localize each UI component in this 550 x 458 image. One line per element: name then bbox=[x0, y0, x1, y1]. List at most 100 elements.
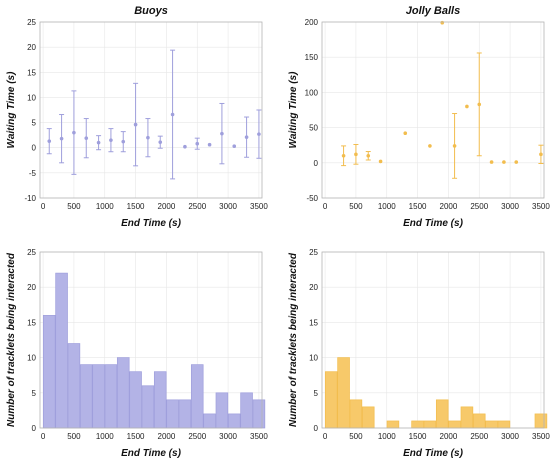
data-point bbox=[232, 144, 237, 149]
data-point bbox=[539, 152, 543, 157]
data-point bbox=[59, 136, 64, 141]
x-tick-label: 500 bbox=[67, 202, 81, 211]
y-tick-label: 25 bbox=[27, 248, 36, 257]
bar bbox=[349, 399, 363, 429]
x-tick-label: 2000 bbox=[158, 202, 176, 211]
bar bbox=[485, 420, 498, 429]
y-tick-label: 5 bbox=[32, 119, 37, 128]
bar bbox=[166, 399, 179, 429]
data-point bbox=[121, 139, 126, 144]
y-tick-label: 15 bbox=[27, 318, 36, 327]
y-tick-label: 10 bbox=[27, 354, 36, 363]
data-point bbox=[207, 142, 212, 147]
chart-title: Buoys bbox=[134, 5, 168, 17]
y-tick-label: -50 bbox=[306, 194, 318, 203]
y-tick-label: 0 bbox=[32, 424, 37, 433]
bar bbox=[534, 413, 548, 429]
x-tick-label: 3000 bbox=[219, 202, 237, 211]
data-point bbox=[170, 112, 175, 117]
y-axis-label: Number of tracklets being interacted bbox=[6, 252, 17, 427]
data-point bbox=[195, 141, 200, 146]
data-point bbox=[146, 135, 150, 140]
x-tick-label: 1500 bbox=[127, 432, 145, 441]
x-tick-label: 3000 bbox=[219, 432, 237, 441]
bar bbox=[141, 385, 155, 429]
x-tick-label: 2000 bbox=[158, 432, 176, 441]
chart-title: Jolly Balls bbox=[406, 5, 460, 17]
data-point bbox=[403, 131, 408, 136]
bar bbox=[79, 364, 93, 429]
bar bbox=[55, 272, 68, 429]
x-axis-label: End Time (s) bbox=[403, 448, 463, 458]
bar bbox=[215, 392, 229, 429]
bar bbox=[423, 420, 437, 429]
bar bbox=[411, 420, 424, 429]
x-tick-label: 2000 bbox=[440, 202, 458, 211]
x-tick-label: 1500 bbox=[409, 432, 427, 441]
y-axis-label: Waiting Time (s) bbox=[6, 71, 17, 149]
y-axis-label: Waiting Time (s) bbox=[288, 71, 299, 149]
x-tick-label: 0 bbox=[323, 432, 328, 441]
bar bbox=[324, 371, 338, 429]
x-tick-label: 1000 bbox=[96, 432, 114, 441]
y-tick-label: 50 bbox=[309, 124, 318, 133]
data-point bbox=[366, 153, 371, 158]
bar bbox=[178, 399, 192, 429]
y-tick-label: 10 bbox=[309, 354, 318, 363]
bar bbox=[337, 357, 350, 429]
bar bbox=[435, 399, 449, 429]
x-tick-label: 500 bbox=[349, 432, 363, 441]
x-tick-label: 2500 bbox=[188, 202, 206, 211]
data-point bbox=[47, 139, 52, 143]
y-tick-label: -5 bbox=[29, 169, 37, 178]
data-point bbox=[109, 138, 113, 142]
y-tick-label: 25 bbox=[309, 248, 318, 257]
y-tick-label: 15 bbox=[309, 318, 318, 327]
bar bbox=[67, 343, 81, 429]
bar bbox=[227, 413, 241, 429]
bar bbox=[361, 406, 375, 429]
x-axis-label: End Time (s) bbox=[121, 218, 181, 229]
data-point bbox=[158, 140, 163, 144]
x-tick-label: 1500 bbox=[127, 202, 145, 211]
data-point bbox=[378, 159, 383, 164]
x-tick-label: 3500 bbox=[250, 202, 268, 211]
data-point bbox=[133, 122, 138, 127]
y-tick-label: -10 bbox=[24, 194, 36, 203]
x-tick-label: 3000 bbox=[501, 202, 519, 211]
chart-panel-3: 0 5 10 15 20 25 0 500 1000 1500 2000 2500 3000 3500 En… bbox=[6, 248, 268, 458]
data-point bbox=[96, 140, 101, 145]
x-tick-label: 2000 bbox=[440, 432, 458, 441]
data-point bbox=[84, 136, 89, 140]
y-tick-label: 20 bbox=[27, 43, 36, 52]
bar bbox=[472, 413, 486, 429]
data-point bbox=[183, 144, 187, 149]
x-tick-label: 500 bbox=[67, 432, 81, 441]
x-tick-label: 1000 bbox=[96, 202, 114, 211]
bar bbox=[386, 420, 400, 429]
plot-frame bbox=[39, 251, 263, 429]
y-tick-label: 5 bbox=[32, 389, 37, 398]
x-axis-label: End Time (s) bbox=[121, 448, 181, 458]
y-tick-label: 100 bbox=[305, 88, 319, 97]
bar bbox=[203, 413, 216, 429]
plot-frame bbox=[321, 21, 545, 199]
x-tick-label: 500 bbox=[349, 202, 363, 211]
bar bbox=[153, 371, 167, 429]
x-tick-label: 3500 bbox=[532, 432, 550, 441]
x-tick-label: 0 bbox=[323, 202, 328, 211]
y-tick-label: 20 bbox=[27, 283, 36, 292]
data-point bbox=[72, 130, 76, 135]
bar bbox=[240, 392, 253, 429]
y-tick-label: 25 bbox=[27, 18, 36, 27]
bar bbox=[42, 315, 56, 429]
bar bbox=[104, 364, 118, 429]
data-point bbox=[257, 132, 261, 136]
x-tick-label: 3500 bbox=[250, 432, 268, 441]
data-point bbox=[354, 152, 358, 157]
chart-panel-1: -10 -5 0 5 10 15 20 25 0 500 1000 1500 2000 2500 3000 3… bbox=[6, 5, 268, 229]
bar bbox=[129, 371, 142, 429]
chart-panel-4: 0 5 10 15 20 25 0 500 1000 1500 2000 2500 3000 3500 En… bbox=[288, 248, 550, 458]
x-tick-label: 3000 bbox=[501, 432, 519, 441]
